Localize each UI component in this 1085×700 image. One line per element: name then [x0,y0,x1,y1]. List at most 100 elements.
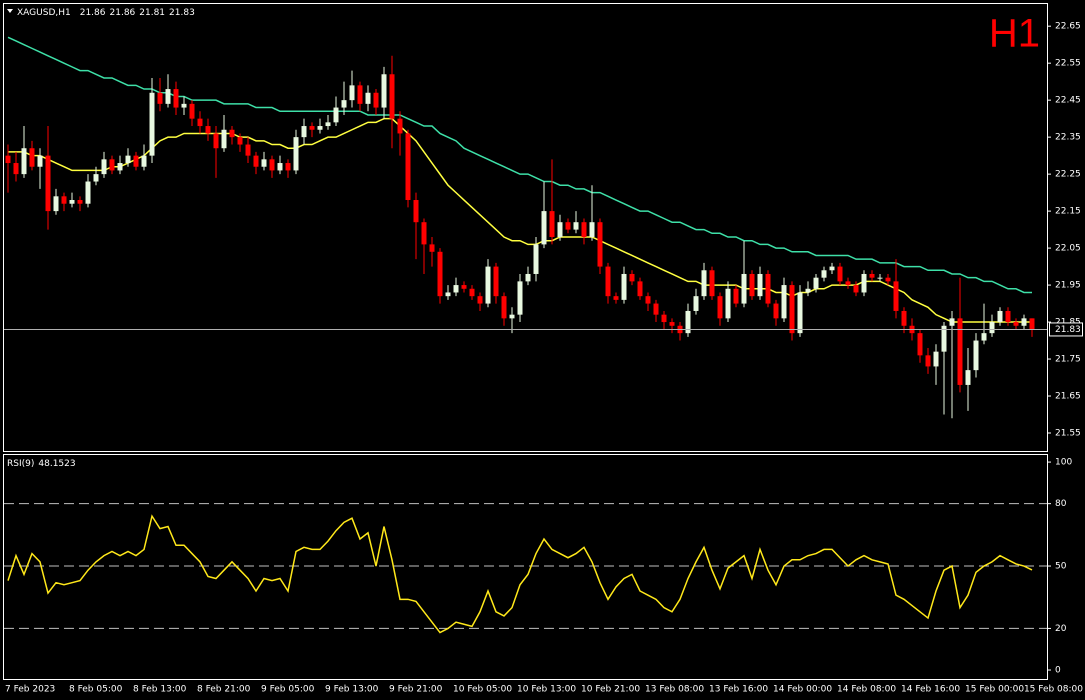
candle-body [861,273,867,293]
candle-body [853,285,859,293]
candle-body [837,266,843,282]
candle-body [477,296,483,304]
symbol-title: XAGUSD,H1 [17,8,71,18]
candle-body [37,155,43,167]
candle-body [925,355,931,367]
y-tick-label: 21.75 [1055,355,1081,365]
indicator-header: RSI(9) 48.1523 [7,459,76,469]
candle-body [613,296,619,300]
candle-body [781,285,787,319]
candle-body [621,273,627,300]
candle-body [1021,318,1027,326]
candle-body [405,133,411,201]
candle-body [205,126,211,134]
y-tick-label: 21.95 [1055,281,1081,291]
candle-body [333,107,339,123]
candle-body [13,163,19,175]
candle-body [637,281,643,297]
y-tick-label: 22.65 [1055,22,1081,32]
candle-body [317,126,323,130]
candle-body [797,292,803,334]
candle-body [389,74,395,119]
candle-body [581,222,587,237]
candle-body [773,303,779,319]
candle-body [813,277,819,289]
candle-body [493,266,499,297]
candle-body [45,155,51,212]
candle-body [605,266,611,297]
candle-body [997,310,1003,323]
candle-body [989,322,995,334]
candle-body [757,273,763,297]
candle-body [309,126,315,130]
candle-body [125,155,131,164]
candle-body [653,303,659,315]
candle-body [645,296,651,304]
candle-body [21,148,27,175]
candle-body [1029,318,1035,330]
candle-body [1005,310,1011,323]
candle-body [685,310,691,334]
candle-body [173,89,179,108]
candle-body [445,292,451,297]
candle-body [101,159,107,175]
x-tick-label: 14 Feb 16:00 [901,685,960,695]
candle-body [269,159,275,171]
candle-body [917,333,923,356]
candle-body [901,310,907,326]
x-tick-label: 7 Feb 2023 [5,685,55,695]
indicator-value: 48.1523 [38,459,75,469]
x-tick-label: 14 Feb 00:00 [773,685,832,695]
candle-body [85,181,91,204]
candle-body [485,266,491,304]
y-tick-label: 0 [1055,666,1061,676]
candle-body [541,211,547,245]
candle-body [245,144,251,156]
x-tick-label: 9 Feb 13:00 [325,685,379,695]
candle-body [397,118,403,134]
header-close: 21.83 [169,8,195,18]
timeframe-watermark: H1 [989,12,1040,56]
candle-body [437,251,443,297]
candle-body [293,137,299,171]
candle-body [549,211,555,237]
candle-body [877,277,883,279]
menu-triangle [7,9,13,13]
candle-body [629,273,635,282]
y-tick-label: 20 [1055,624,1067,634]
candle-body [141,155,147,167]
candle-body [285,163,291,171]
candle-body [53,196,59,212]
candle-body [181,103,187,108]
candle-body [717,296,723,319]
candle-body [277,163,283,171]
candle-body [221,129,227,149]
y-tick-label: 22.45 [1055,96,1081,106]
y-tick-label: 22.05 [1055,244,1081,254]
candle-body [709,270,715,297]
x-tick-label: 9 Feb 21:00 [389,685,443,695]
candle-body [149,92,155,156]
candle-body [301,126,307,138]
candle-body [525,273,531,282]
candle-body [189,103,195,119]
y-tick-label: 80 [1055,499,1067,509]
candle-body [421,222,427,245]
price-label-box [1049,322,1083,337]
candle-body [661,314,667,323]
candle-body [69,200,75,204]
candle-body [5,155,11,164]
candle-body [893,281,899,311]
header-low: 21.81 [139,8,165,18]
x-tick-label: 10 Feb 13:00 [517,685,576,695]
y-tick-label: 22.15 [1055,207,1081,217]
candle-body [933,351,939,367]
candle-body [373,92,379,108]
main-panel-frame [3,3,1048,452]
candle-body [669,322,675,326]
candle-body [453,285,459,293]
candle-body [949,318,955,326]
y-tick-label: 22.55 [1055,59,1081,69]
candle-body [589,222,595,237]
